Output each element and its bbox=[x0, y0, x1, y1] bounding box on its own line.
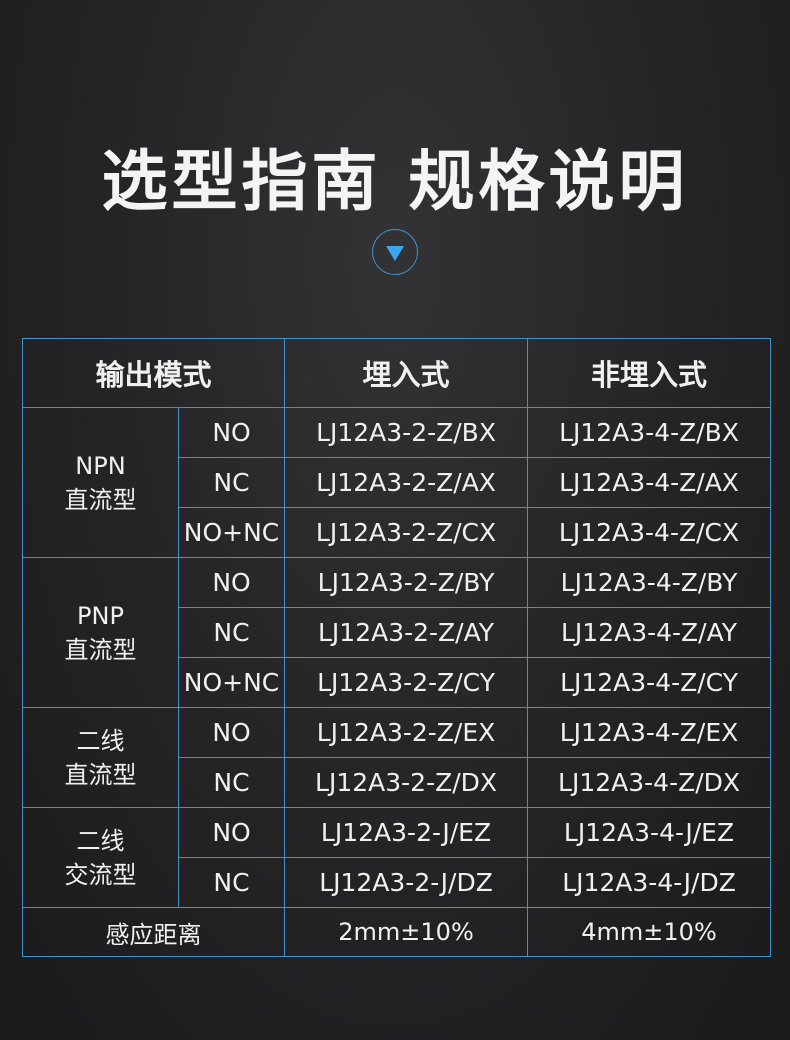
group-label: PNP 直流型 bbox=[22, 557, 179, 708]
non-embedded-model-cell: LJ12A3-4-Z/CY bbox=[527, 657, 772, 708]
non-embedded-model-cell: LJ12A3-4-Z/AX bbox=[527, 457, 772, 508]
group-label: 二线 交流型 bbox=[22, 807, 179, 908]
table-row: NC LJ12A3-2-Z/AY LJ12A3-4-Z/AY bbox=[23, 607, 772, 658]
table-row: NPN 直流型 NO LJ12A3-2-Z/BX LJ12A3-4-Z/BX bbox=[22, 407, 772, 558]
mode-cell: NC bbox=[177, 607, 286, 658]
group-type: PNP bbox=[77, 601, 124, 630]
table-row: NC LJ12A3-2-Z/DX LJ12A3-4-Z/DX bbox=[23, 757, 772, 808]
group-current: 交流型 bbox=[64, 860, 137, 889]
page-title: 选型指南 规格说明 bbox=[101, 143, 689, 220]
non-embedded-model-cell: LJ12A3-4-Z/DX bbox=[527, 757, 772, 808]
mode-cell: NC bbox=[177, 757, 286, 808]
table-row: NO+NC LJ12A3-2-Z/CY LJ12A3-4-Z/CY bbox=[23, 657, 772, 708]
sensing-distance-label: 感应距离 bbox=[21, 907, 286, 957]
triangle-down-icon bbox=[386, 246, 404, 261]
mode-cell: NC bbox=[177, 457, 286, 508]
group-current: 直流型 bbox=[64, 760, 137, 789]
table-row: NC LJ12A3-2-Z/AX LJ12A3-4-Z/AX bbox=[23, 457, 772, 508]
scroll-down-badge bbox=[372, 229, 418, 275]
mode-cell: NO+NC bbox=[177, 507, 286, 558]
embedded-model-cell: LJ12A3-2-Z/AY bbox=[284, 607, 529, 658]
group-type: NPN bbox=[75, 451, 126, 480]
group-label: 二线 直流型 bbox=[22, 707, 179, 808]
table-header-row: 输出模式 埋入式 非埋入式 bbox=[21, 338, 772, 408]
group-type: 二线 bbox=[76, 826, 125, 855]
group-label: NPN 直流型 bbox=[22, 407, 179, 558]
embedded-model-cell: LJ12A3-2-Z/AX bbox=[284, 457, 529, 508]
non-embedded-model-cell: LJ12A3-4-Z/BY bbox=[527, 557, 772, 608]
embedded-model-cell: LJ12A3-2-J/DZ bbox=[284, 857, 529, 908]
non-embedded-model-cell: LJ12A3-4-Z/EX bbox=[527, 707, 772, 758]
mode-cell: NO+NC bbox=[177, 657, 286, 708]
non-embedded-model-cell: LJ12A3-4-J/DZ bbox=[527, 857, 772, 908]
mode-cell: NO bbox=[177, 807, 286, 858]
table-row: NC LJ12A3-2-J/DZ LJ12A3-4-J/DZ bbox=[23, 857, 772, 908]
sensing-distance-row: 感应距离 2mm±10% 4mm±10% bbox=[21, 907, 772, 957]
non-embedded-model-cell: LJ12A3-4-Z/AY bbox=[527, 607, 772, 658]
non-embedded-model-cell: LJ12A3-4-Z/CX bbox=[527, 507, 772, 558]
embedded-model-cell: LJ12A3-2-Z/CY bbox=[284, 657, 529, 708]
mode-cell: NO bbox=[177, 707, 286, 758]
group-current: 直流型 bbox=[64, 485, 137, 514]
embedded-model-cell: LJ12A3-2-Z/DX bbox=[284, 757, 529, 808]
spec-table: 输出模式 埋入式 非埋入式 NPN 直流型 NO LJ12A3-2-Z/BX LJ12A… bbox=[21, 338, 772, 957]
embedded-model-cell: LJ12A3-2-Z/CX bbox=[284, 507, 529, 558]
mode-cell: NO bbox=[177, 557, 286, 608]
sensing-distance-embedded: 2mm±10% bbox=[284, 907, 529, 957]
group-type: 二线 bbox=[76, 726, 125, 755]
sensing-distance-non-embedded: 4mm±10% bbox=[527, 907, 772, 957]
embedded-model-cell: LJ12A3-2-Z/EX bbox=[284, 707, 529, 758]
header-non-embedded: 非埋入式 bbox=[527, 338, 772, 408]
embedded-model-cell: LJ12A3-2-J/EZ bbox=[284, 807, 529, 858]
embedded-model-cell: LJ12A3-2-Z/BY bbox=[284, 557, 529, 608]
table-row: PNP 直流型 NO LJ12A3-2-Z/BY LJ12A3-4-Z/BY bbox=[22, 557, 772, 708]
non-embedded-model-cell: LJ12A3-4-J/EZ bbox=[527, 807, 772, 858]
header-output-mode: 输出模式 bbox=[21, 338, 286, 408]
mode-cell: NO bbox=[177, 407, 286, 458]
group-current: 直流型 bbox=[64, 635, 137, 664]
mode-cell: NC bbox=[177, 857, 286, 908]
non-embedded-model-cell: LJ12A3-4-Z/BX bbox=[527, 407, 772, 458]
embedded-model-cell: LJ12A3-2-Z/BX bbox=[284, 407, 529, 458]
table-row: 二线 直流型 NO LJ12A3-2-Z/EX LJ12A3-4-Z/EX bbox=[22, 707, 772, 808]
header-embedded: 埋入式 bbox=[284, 338, 529, 408]
table-row: 二线 交流型 NO LJ12A3-2-J/EZ LJ12A3-4-J/EZ bbox=[22, 807, 772, 908]
